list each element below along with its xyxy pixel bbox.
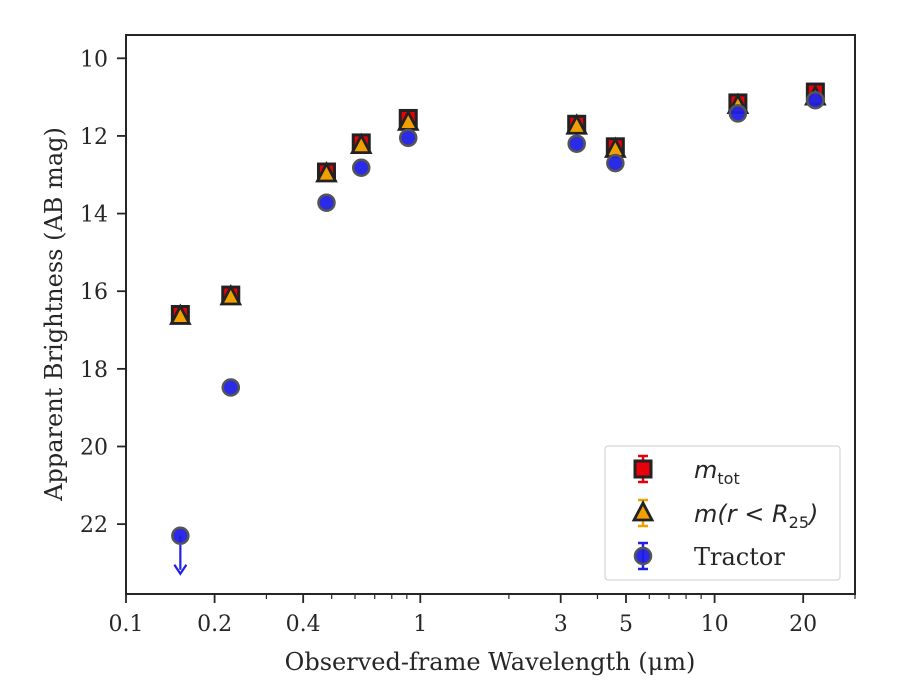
legend-marker [633,459,653,479]
y-tick-label: 12 [80,125,108,150]
legend-frame [604,445,841,581]
y-tick-label: 18 [80,358,108,383]
y-tick-label: 14 [80,203,108,228]
x-tick-label: 10 [701,612,729,637]
data-point [317,193,336,212]
data-point [171,526,190,546]
x-axis-label: Observed-frame Wavelength (μm) [285,648,696,676]
y-tick-label: 20 [80,435,108,460]
data-point [219,284,243,306]
data-point [606,153,625,173]
legend-marker [631,500,655,522]
data-point [315,160,338,183]
data-point [806,90,825,110]
x-tick-label: 20 [789,612,817,637]
y-tick-label: 22 [80,513,108,538]
x-tick-label: 0.2 [197,612,232,637]
legend-label: Tractor [694,543,785,571]
legend-label: m(r < R25) [694,500,818,532]
marks-layer [169,82,827,576]
legend: mtot m(r < R25) Tractor [604,445,841,581]
data-point [349,132,373,155]
y-tick-label: 10 [80,47,108,72]
data-point [351,158,371,178]
x-tick-label: 0.1 [109,612,144,637]
upper-limit-arrowhead [173,564,188,576]
data-point [565,113,589,135]
data-point [728,104,748,123]
x-tick-label: 1 [413,612,427,637]
data-point [398,128,418,148]
x-tick-label: 5 [619,612,633,637]
y-tick-label: 16 [80,280,108,305]
data-point [169,303,192,325]
legend-marker [633,546,653,566]
y-axis-label: Apparent Brightness (AB mag) [40,127,68,502]
data-point [221,378,241,397]
data-point [567,134,586,153]
series-Tractor [171,90,825,576]
ticks-layer: 0.1 0.2 0.4 1 3 5 10 20 10 12 14 16 18 20 22 [80,47,856,637]
x-tick-label: 0.4 [286,612,321,637]
legend-label: mtot [694,456,740,488]
x-tick-label: 3 [554,612,568,637]
